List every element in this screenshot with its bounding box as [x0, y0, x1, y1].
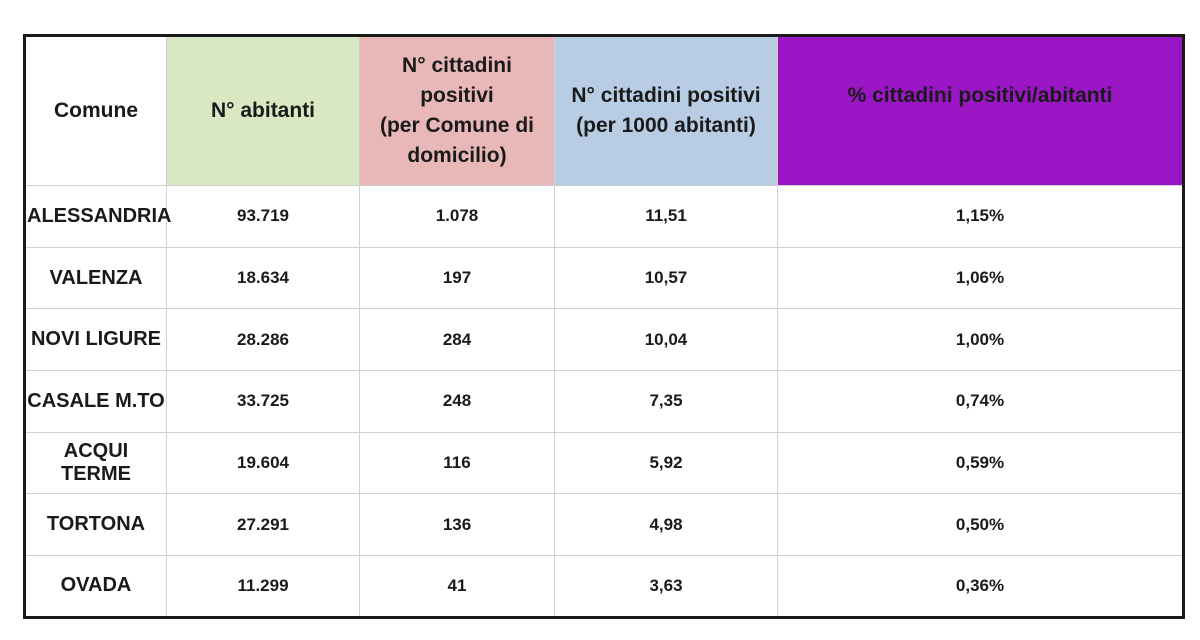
- cell-comune: ALESSANDRIA: [24, 185, 171, 248]
- cell-comune: VALENZA: [24, 247, 167, 310]
- cell-per-1000: 10,04: [554, 308, 778, 372]
- table-header: Comune N° abitanti N° cittadini positivi…: [24, 35, 1184, 186]
- cell-per-1000: 10,57: [554, 247, 778, 310]
- header-percentuale: % cittadini positivi/abitanti: [777, 35, 1184, 186]
- cell-percentuale: 0,74%: [777, 370, 1184, 433]
- table-row: TORTONA 27.291 136 4,98 0,50%: [24, 493, 1184, 557]
- table-row: ALESSANDRIA 93.719 1.078 11,51 1,15%: [24, 185, 1184, 248]
- cell-per-1000: 3,63: [554, 555, 778, 618]
- cell-percentuale: 0,59%: [777, 432, 1184, 495]
- cell-percentuale: 1,06%: [777, 247, 1184, 310]
- header-per-1000: N° cittadini positivi (per 1000 abitanti…: [554, 35, 778, 186]
- cell-positivi: 1.078: [359, 185, 555, 248]
- cell-abitanti: 27.291: [166, 493, 360, 557]
- table-row: OVADA 11.299 41 3,63 0,36%: [24, 555, 1184, 618]
- table-body: ALESSANDRIA 93.719 1.078 11,51 1,15% VAL…: [24, 185, 1184, 618]
- table-row: VALENZA 18.634 197 10,57 1,06%: [24, 247, 1184, 310]
- cell-percentuale: 1,00%: [777, 308, 1184, 372]
- cell-positivi: 197: [359, 247, 555, 310]
- header-abitanti: N° abitanti: [166, 35, 360, 186]
- cell-positivi: 248: [359, 370, 555, 433]
- cell-abitanti: 18.634: [166, 247, 360, 310]
- cell-positivi: 41: [359, 555, 555, 618]
- cell-per-1000: 5,92: [554, 432, 778, 495]
- table-row: ACQUI TERME 19.604 116 5,92 0,59%: [24, 432, 1184, 495]
- cell-percentuale: 0,36%: [777, 555, 1184, 618]
- cell-abitanti: 28.286: [166, 308, 360, 372]
- table-row: NOVI LIGURE 28.286 284 10,04 1,00%: [24, 308, 1184, 372]
- cell-percentuale: 0,50%: [777, 493, 1184, 557]
- cell-positivi: 116: [359, 432, 555, 495]
- table-row: CASALE M.TO 33.725 248 7,35 0,74%: [24, 370, 1184, 433]
- header-comune: Comune: [24, 35, 167, 186]
- cell-comune: ACQUI TERME: [24, 432, 167, 495]
- cell-comune: OVADA: [24, 555, 167, 618]
- cell-abitanti: 11.299: [166, 555, 360, 618]
- cell-abitanti: 33.725: [166, 370, 360, 433]
- cell-percentuale: 1,15%: [777, 185, 1184, 248]
- cell-positivi: 136: [359, 493, 555, 557]
- cell-per-1000: 7,35: [554, 370, 778, 433]
- cell-comune: CASALE M.TO: [24, 370, 167, 433]
- header-row: Comune N° abitanti N° cittadini positivi…: [24, 35, 1184, 186]
- cell-abitanti: 93.719: [166, 185, 360, 248]
- cell-positivi: 284: [359, 308, 555, 372]
- positivity-table: Comune N° abitanti N° cittadini positivi…: [23, 34, 1185, 619]
- cell-comune: TORTONA: [24, 493, 167, 557]
- cell-per-1000: 4,98: [554, 493, 778, 557]
- header-positivi: N° cittadini positivi (per Comune di dom…: [359, 35, 555, 186]
- cell-comune: NOVI LIGURE: [24, 308, 167, 372]
- cell-abitanti: 19.604: [166, 432, 360, 495]
- cell-per-1000: 11,51: [554, 185, 778, 248]
